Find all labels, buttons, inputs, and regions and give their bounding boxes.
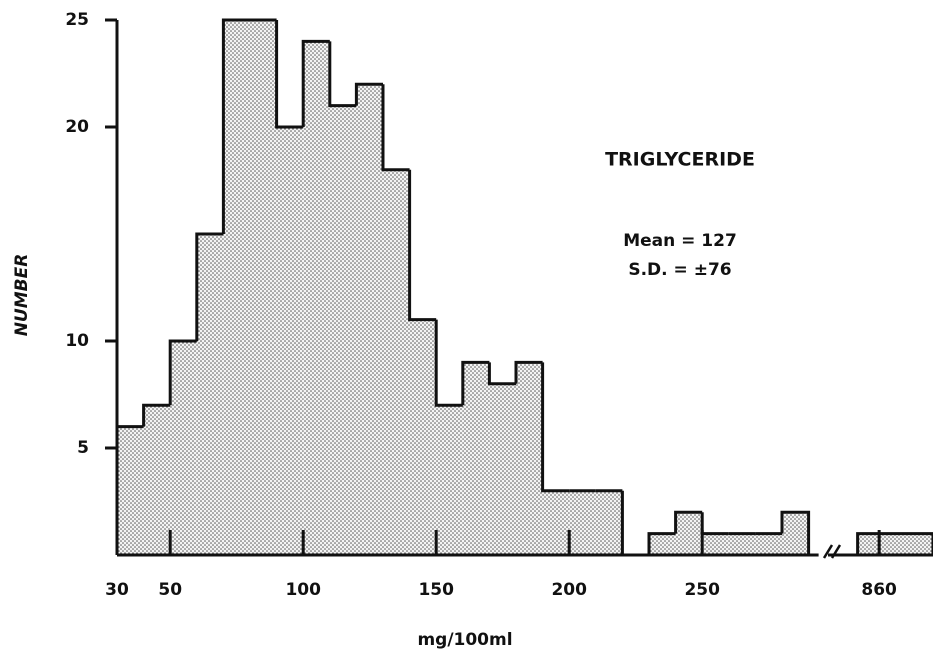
chart-title: TRIGLYCERIDE: [605, 149, 755, 171]
bar: [755, 533, 782, 555]
bar: [436, 405, 463, 555]
bar: [649, 533, 676, 555]
bar: [542, 490, 570, 555]
bar: [250, 20, 277, 555]
x-axis-label: mg/100ml: [417, 630, 512, 650]
bar-edge: [275, 20, 304, 129]
bar: [170, 341, 197, 555]
bar-edge: [647, 532, 676, 555]
bar-edge: [780, 510, 811, 555]
bar-edge: [856, 532, 933, 555]
bar: [516, 362, 543, 555]
bar: [223, 20, 250, 555]
bar-edge: [620, 490, 649, 557]
bar-edge: [381, 84, 410, 172]
bar: [329, 105, 357, 555]
bar: [569, 490, 596, 555]
bar-edge: [195, 232, 224, 341]
bar: [409, 319, 437, 555]
bar: [117, 426, 144, 555]
x-tick-label: 860: [861, 580, 897, 600]
bar: [702, 533, 729, 555]
bar: [857, 533, 933, 555]
bar: [303, 41, 330, 555]
bar-edge: [328, 41, 357, 108]
x-tick-label: 250: [684, 580, 720, 600]
bar: [196, 234, 224, 555]
x-tick-label: 30: [105, 580, 129, 600]
x-tick-label: 200: [551, 580, 587, 600]
bar-edge: [514, 360, 543, 384]
y-axis-label: NUMBER: [12, 254, 32, 337]
bar: [728, 533, 756, 555]
bar-edge: [434, 319, 463, 407]
annotation: S.D. = ±76: [628, 260, 731, 280]
bar: [383, 169, 410, 556]
bar-edge: [301, 39, 330, 127]
bar-edge: [168, 339, 197, 406]
bar: [276, 127, 304, 555]
bar-edge: [142, 403, 171, 427]
y-tick-label: 10: [65, 331, 89, 351]
bar: [489, 383, 516, 555]
x-tick-label: 100: [285, 580, 321, 600]
x-tick-label: 50: [158, 580, 182, 600]
bar-edge: [354, 82, 383, 106]
annotation: Mean = 127: [623, 231, 737, 251]
bar: [356, 84, 383, 555]
bar: [782, 512, 809, 555]
bar-edge: [541, 362, 570, 493]
bar-edge: [700, 512, 729, 536]
bar-edge: [221, 18, 250, 234]
bar: [595, 490, 623, 555]
x-tick-label: 150: [418, 580, 454, 600]
bar-edge: [674, 510, 703, 534]
bar: [675, 512, 703, 555]
bar: [462, 362, 490, 555]
bar-edge: [408, 169, 437, 322]
y-tick-label: 5: [77, 438, 89, 458]
y-tick-label: 20: [65, 117, 89, 137]
y-tick-label: 25: [65, 10, 89, 30]
bar: [143, 405, 171, 555]
bar-edge: [487, 362, 516, 386]
bar-edge: [461, 360, 490, 406]
